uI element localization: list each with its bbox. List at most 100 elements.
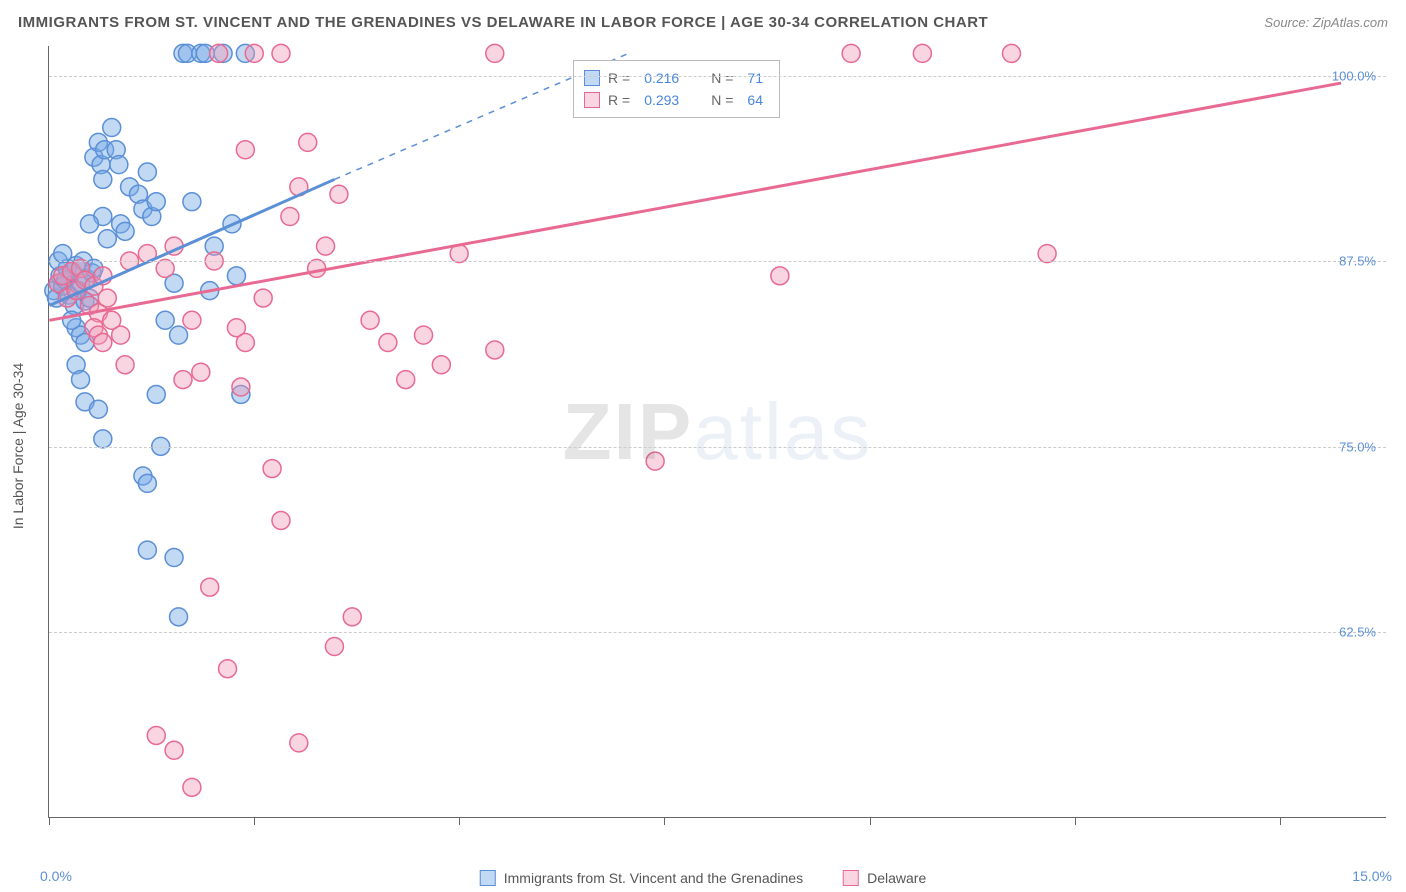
scatter-plot-svg: [49, 46, 1386, 817]
n-value: 71: [747, 70, 763, 86]
data-point: [415, 326, 433, 344]
data-point: [432, 356, 450, 374]
legend-label: Delaware: [867, 870, 926, 886]
x-axis-max-label: 15.0%: [1352, 868, 1392, 884]
y-tick-label: 75.0%: [1339, 439, 1376, 454]
data-point: [89, 400, 107, 418]
trend-line: [49, 83, 1341, 320]
data-point: [343, 608, 361, 626]
r-label: R =: [608, 92, 630, 108]
data-point: [227, 267, 245, 285]
data-point: [361, 311, 379, 329]
x-tick: [664, 817, 665, 825]
data-point: [170, 608, 188, 626]
x-tick: [49, 817, 50, 825]
data-point: [232, 378, 250, 396]
source-credit: Source: ZipAtlas.com: [1264, 15, 1388, 30]
y-axis-title: In Labor Force | Age 30-34: [10, 363, 26, 529]
data-point: [219, 660, 237, 678]
plot-area: ZIPatlas R = 0.216N = 71R = 0.293N = 64 …: [48, 46, 1386, 818]
legend-swatch: [584, 92, 600, 108]
legend-swatch: [480, 870, 496, 886]
r-value: 0.216: [644, 70, 679, 86]
data-point: [379, 334, 397, 352]
data-point: [201, 578, 219, 596]
data-point: [397, 371, 415, 389]
legend-label: Immigrants from St. Vincent and the Gren…: [504, 870, 803, 886]
data-point: [98, 230, 116, 248]
data-point: [245, 44, 263, 62]
stats-legend-row: R = 0.216 N = 71: [584, 67, 769, 89]
data-point: [174, 371, 192, 389]
r-label: R =: [608, 70, 630, 86]
x-axis-min-label: 0.0%: [40, 868, 72, 884]
data-point: [103, 119, 121, 137]
bottom-legend-item: Delaware: [843, 870, 926, 886]
gridline: [49, 76, 1386, 77]
data-point: [281, 208, 299, 226]
data-point: [165, 741, 183, 759]
n-value: 64: [747, 92, 763, 108]
legend-swatch: [843, 870, 859, 886]
data-point: [138, 541, 156, 559]
data-point: [54, 245, 72, 263]
data-point: [254, 289, 272, 307]
data-point: [272, 44, 290, 62]
data-point: [236, 141, 254, 159]
data-point: [156, 311, 174, 329]
x-tick: [459, 817, 460, 825]
data-point: [116, 222, 134, 240]
data-point: [98, 289, 116, 307]
data-point: [1002, 44, 1020, 62]
gridline: [49, 447, 1386, 448]
data-point: [147, 726, 165, 744]
data-point: [192, 363, 210, 381]
data-point: [183, 778, 201, 796]
x-tick: [1280, 817, 1281, 825]
data-point: [1038, 245, 1056, 263]
data-point: [486, 44, 504, 62]
chart-title: IMMIGRANTS FROM ST. VINCENT AND THE GREN…: [18, 14, 988, 31]
y-tick-label: 62.5%: [1339, 625, 1376, 640]
data-point: [290, 734, 308, 752]
source-label: Source:: [1264, 15, 1309, 30]
data-point: [138, 163, 156, 181]
x-tick: [1075, 817, 1076, 825]
data-point: [210, 44, 228, 62]
data-point: [138, 474, 156, 492]
stats-legend-row: R = 0.293N = 64: [584, 89, 769, 111]
data-point: [263, 460, 281, 478]
data-point: [147, 193, 165, 211]
data-point: [325, 638, 343, 656]
data-point: [842, 44, 860, 62]
data-point: [913, 44, 931, 62]
y-tick-label: 87.5%: [1339, 254, 1376, 269]
n-label: N =: [711, 70, 733, 86]
bottom-legend-item: Immigrants from St. Vincent and the Gren…: [480, 870, 803, 886]
data-point: [272, 511, 290, 529]
legend-swatch: [584, 70, 600, 86]
data-point: [80, 215, 98, 233]
y-tick-label: 100.0%: [1332, 68, 1376, 83]
data-point: [183, 193, 201, 211]
data-point: [94, 334, 112, 352]
data-point: [183, 311, 201, 329]
data-point: [330, 185, 348, 203]
data-point: [236, 334, 254, 352]
data-point: [646, 452, 664, 470]
data-point: [771, 267, 789, 285]
r-value: 0.293: [644, 92, 679, 108]
source-name: ZipAtlas.com: [1313, 15, 1388, 30]
data-point: [116, 356, 134, 374]
title-bar: IMMIGRANTS FROM ST. VINCENT AND THE GREN…: [18, 14, 1388, 31]
data-point: [112, 326, 130, 344]
data-point: [486, 341, 504, 359]
data-point: [94, 170, 112, 188]
data-point: [299, 133, 317, 151]
data-point: [317, 237, 335, 255]
data-point: [147, 385, 165, 403]
x-tick: [870, 817, 871, 825]
stats-legend: R = 0.216 N = 71 R = 0.293N = 64: [573, 60, 780, 118]
data-point: [72, 371, 90, 389]
data-point: [170, 326, 188, 344]
